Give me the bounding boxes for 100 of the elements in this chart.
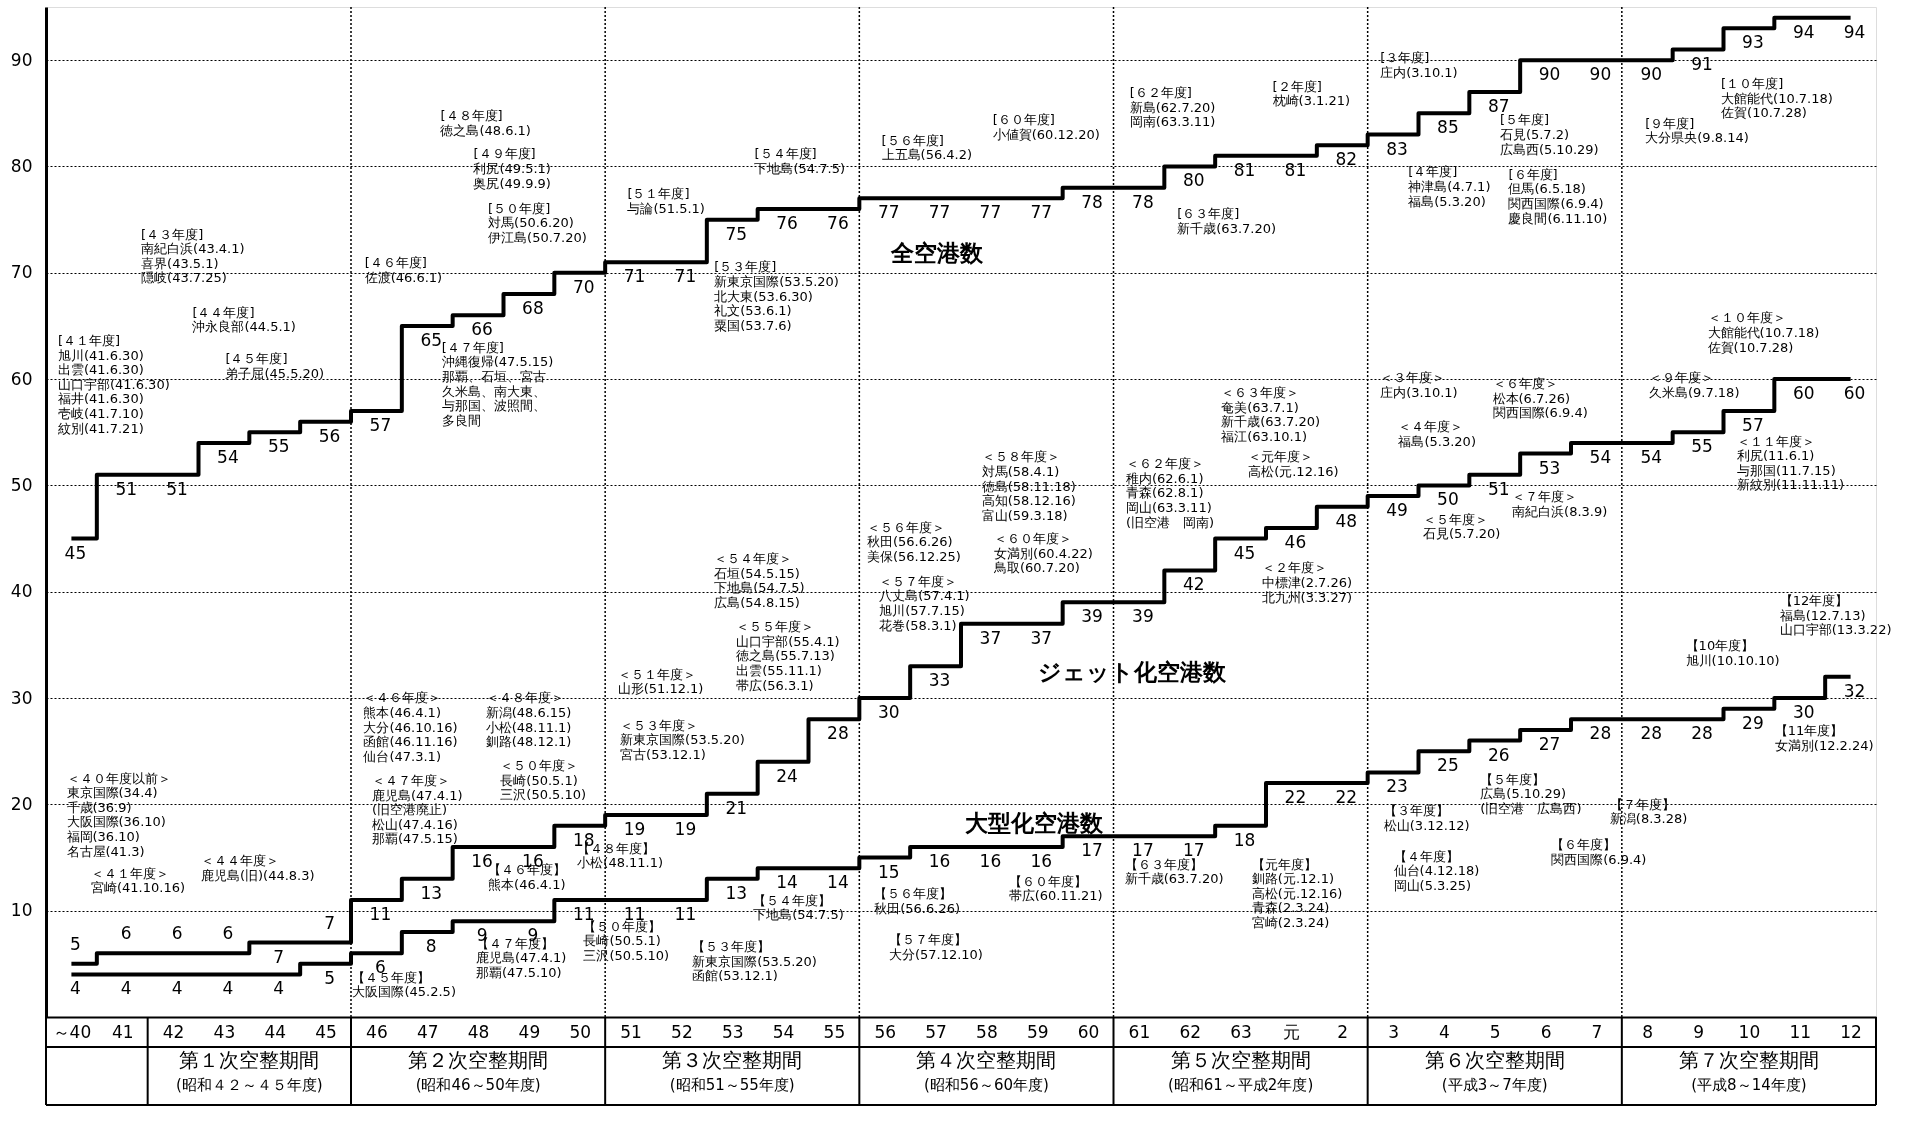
data-label: 94 [1843,21,1866,42]
x-tick-label: 49 [518,1021,541,1042]
annotation: ＜元年度＞高松(元.12.16) [1248,449,1339,480]
data-label: 78 [1132,191,1154,212]
data-label: 51 [115,478,138,499]
annotation: [５３年度]新東京国際(53.5.20)北大東(53.6.30)礼文(53.6.1)粟国(53.7.6) [714,259,839,333]
data-label: 93 [1742,32,1764,53]
x-tick-label: 56 [874,1021,897,1042]
annotation: [４９年度]利尻(49.5.1)奥尻(49.9.9) [473,146,551,191]
x-tick-label: 42 [162,1021,185,1042]
y-tick-label: 30 [10,687,33,708]
data-label: 54 [1640,446,1663,467]
x-tick-label: 51 [620,1021,642,1042]
annotation: 【６年度】関西国際(6.9.4) [1551,837,1647,868]
annotation: 【11年度】女満別(12.2.24) [1774,723,1874,753]
data-label: 60 [1792,383,1815,404]
data-label: 8 [425,935,437,956]
text: 第７次空整期間 [1678,1048,1819,1072]
data-label: 28 [827,723,849,744]
annotation: ＜５５年度＞山口宇部(55.4.1)徳之島(55.7.13)出雲(55.11.1)帯広(56.3.1) [736,619,840,693]
data-label: 15 [877,861,900,882]
y-tick-label: 20 [10,793,33,814]
data-label: 27 [1538,733,1561,754]
data-label: 66 [471,319,493,340]
annotation: [４６年度]佐渡(46.6.1) [364,254,443,285]
x-tick-label: 11 [1789,1021,1812,1042]
annotation: [６０年度]小値賀(60.12.20) [992,112,1100,143]
x-tick-label: 63 [1230,1021,1252,1042]
annotation: [５０年度]対馬(50.6.20)伊江島(50.7.20) [488,200,587,245]
data-label: 51 [1487,478,1510,499]
annotation: [６３年度]新千歳(63.7.20) [1177,206,1277,236]
data-label: 50 [1437,489,1459,510]
data-label: 65 [420,329,443,350]
data-label: 22 [1284,787,1307,808]
data-label: 13 [420,882,443,903]
data-label: 45 [1233,542,1256,563]
text: (平成3～7年度) [1441,1076,1548,1094]
data-label: 60 [1843,383,1866,404]
x-tick-label: 58 [976,1021,998,1042]
x-tick-label: 59 [1026,1021,1049,1042]
data-label: 53 [1538,457,1561,478]
annotation: 【４年度】仙台(4.12.18)岡山(5.3.25) [1393,848,1480,893]
annotation: ＜１０年度＞大館能代(10.7.18)佐賀(10.7.28) [1707,310,1820,355]
annotation: 【７年度】新潟(8.3.28) [1609,796,1688,827]
data-label: 80 [1182,170,1205,191]
data-label: 71 [623,266,646,287]
text: (昭和51～55年度) [669,1076,795,1094]
annotation: 【12年度】福島(12.7.13)山口宇部(13.3.22) [1779,593,1892,638]
data-label: 7 [324,912,335,933]
annotation: ＜４０年度以前＞東京国際(34.4)千歳(36.9)大阪国際(36.10)福岡(36.10)名古屋(41.3) [66,770,171,859]
data-label: 76 [827,213,849,233]
annotation: ＜１１年度＞利尻(11.6.1)与那国(11.7.15)新紋別(11.11.11) [1736,433,1844,493]
annotation: [４５年度]弟子屈(45.5.20) [225,351,325,381]
data-label: 7 [273,946,285,967]
annotation: ＜４４年度＞鹿児島(旧)(44.8.3) [200,853,315,883]
data-label: 82 [1335,149,1358,170]
annotation: ＜５０年度＞長崎(50.5.1)三沢(50.5.10) [500,758,587,803]
annotation: [５年度]石見(5.7.2)広島西(5.10.29) [1499,112,1599,157]
data-label: 16 [979,850,1002,871]
data-label: 19 [674,819,697,839]
annotation: 【５７年度】大分(57.12.10) [888,932,983,963]
x-tick-label: 50 [569,1021,592,1042]
x-tick-label: 10 [1738,1021,1761,1042]
data-label: 57 [369,415,392,435]
data-label: 37 [979,627,1002,648]
x-tick-label: 7 [1591,1021,1603,1042]
data-label: 4 [70,978,81,999]
x-tick-label: ～40 [52,1021,92,1042]
annotation: ＜６３年度＞奄美(63.7.1)新千歳(63.7.20)福江(63.10.1) [1221,385,1321,444]
x-tick-label: 55 [823,1021,846,1042]
annotation: ＜６年度＞松本(6.7.26)関西国際(6.9.4) [1492,375,1588,421]
data-label: 30 [1792,702,1815,723]
annotation: ＜５年度＞石見(5.7.20) [1422,511,1501,542]
annotation: [４４年度]沖永良部(44.5.1) [192,304,296,335]
data-label: 68 [522,298,544,319]
data-label: 56 [318,425,341,446]
x-tick-label: 8 [1642,1021,1654,1042]
annotation: ＜４１年度＞宮崎(41.10.16) [90,865,186,896]
data-label: 14 [776,872,798,893]
data-label: 83 [1386,138,1408,159]
x-tick-label: 54 [772,1021,795,1042]
data-label: 22 [1335,787,1358,808]
annotation: [５１年度]与論(51.5.1) [627,185,705,216]
data-label: 6 [222,923,234,944]
text: 第４次空整期間 [916,1048,1057,1072]
data-label: 6 [120,923,132,944]
data-label: 5 [324,967,335,988]
data-label: 11 [674,904,697,925]
data-label: 90 [1589,64,1612,85]
text: (昭和46～50年度) [415,1076,541,1094]
text: (昭和61～平成2年度) [1167,1076,1314,1094]
x-tick-label: 61 [1128,1021,1151,1042]
data-label: 14 [827,872,849,893]
x-tick-label: 9 [1693,1021,1704,1042]
x-tick-label: 52 [671,1021,693,1042]
annotation: [２年度]枕崎(3.1.21) [1271,78,1351,109]
data-label: 78 [1081,191,1103,212]
annotation: [５６年度]上五島(56.4.2) [881,132,973,163]
text: 第６次空整期間 [1424,1048,1565,1072]
x-tick-label: 5 [1489,1021,1501,1042]
